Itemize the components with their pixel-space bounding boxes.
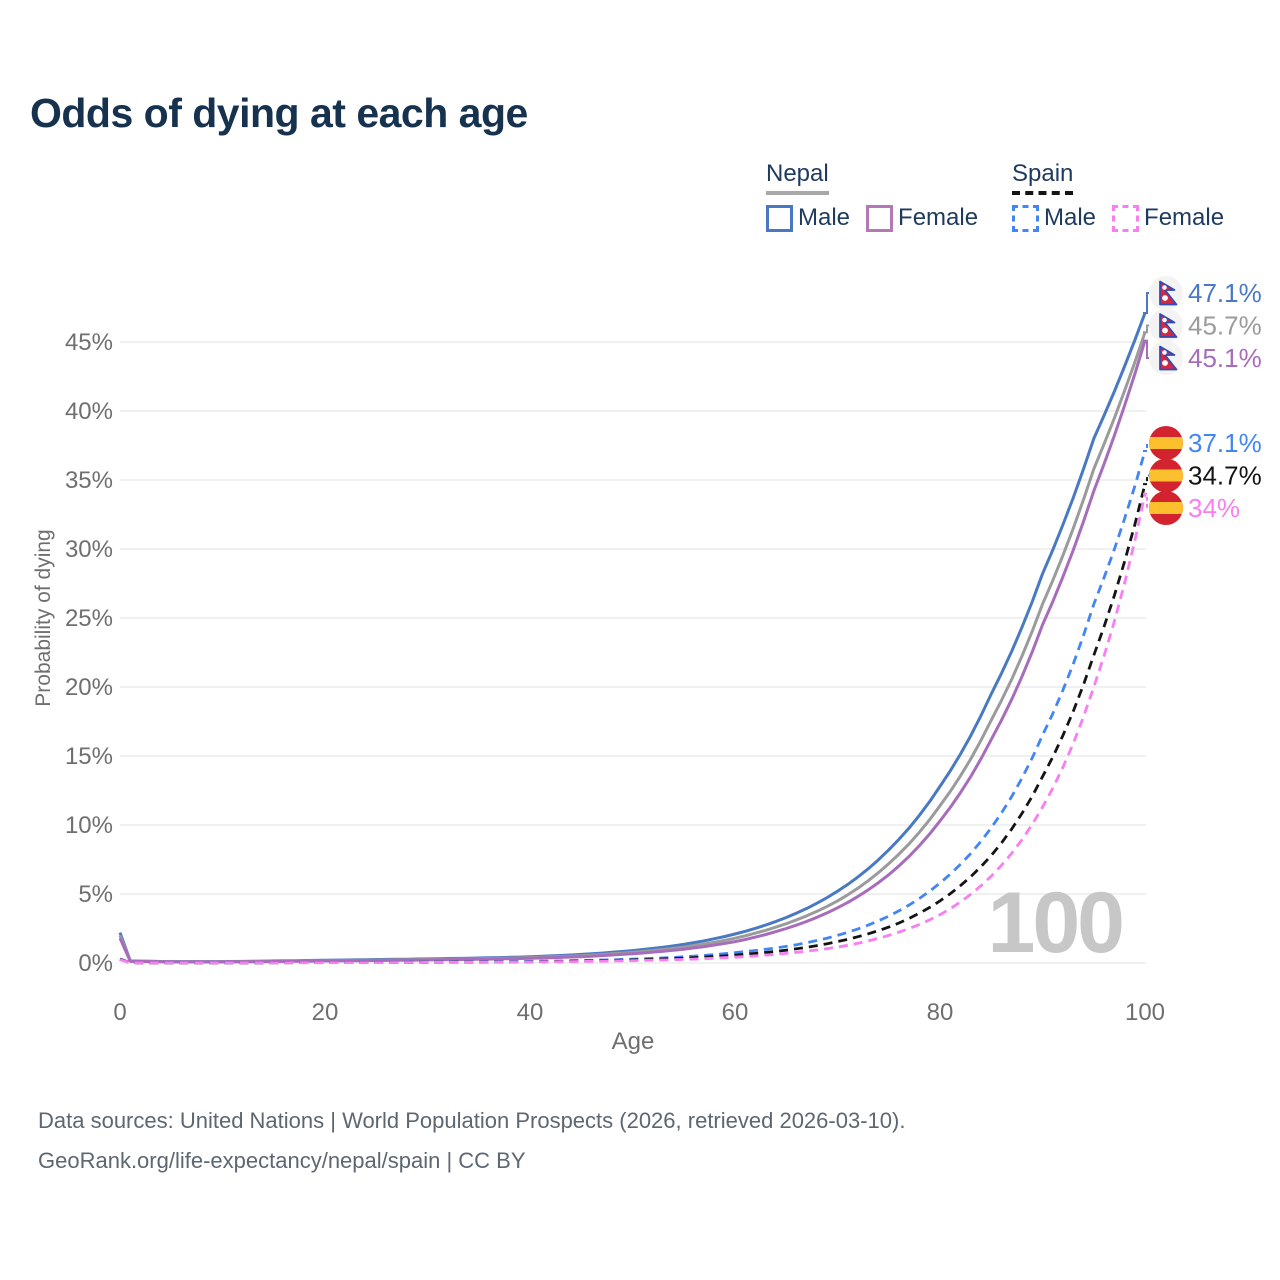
x-tick-label: 100: [1125, 999, 1165, 1026]
end-value-label-nepal-female: 45.1%: [1188, 343, 1262, 373]
spain-flag-icon: [1149, 426, 1183, 460]
series-line-nepal-both[interactable]: [118, 331, 1147, 964]
legend-label-nepal-male[interactable]: Male: [798, 204, 851, 231]
x-tick-label: 40: [517, 999, 544, 1026]
legend-country-nepal: Nepal: [766, 160, 829, 195]
legend-swatch-spain-female[interactable]: [1112, 204, 1140, 232]
y-tick-label: 25%: [65, 605, 113, 632]
nepal-flag-icon: [1149, 276, 1183, 310]
legend-country-spain: Spain: [1012, 160, 1074, 195]
end-value-label-nepal-male: 47.1%: [1188, 278, 1262, 308]
x-tick-label: 80: [927, 999, 954, 1026]
y-tick-label: 40%: [65, 398, 113, 425]
legend-row-nepal: Male Female: [766, 204, 994, 232]
y-tick-label: 15%: [65, 743, 113, 770]
legend-label-spain-female[interactable]: Female: [1144, 204, 1225, 231]
series-line-nepal-female[interactable]: [118, 340, 1147, 964]
end-value-label-spain-both: 34.7%: [1188, 461, 1262, 491]
end-value-label-spain-female: 34%: [1188, 493, 1240, 523]
legend-swatch-spain-male[interactable]: [1012, 204, 1039, 232]
y-tick-label: 10%: [65, 812, 113, 839]
footer-attribution-line: GeoRank.org/life-expectancy/nepal/spain …: [38, 1148, 526, 1173]
footer-source-line: Data sources: United Nations | World Pop…: [38, 1108, 906, 1133]
x-tick-label: 0: [113, 999, 126, 1026]
x-tick-label: 60: [722, 999, 749, 1026]
legend-label-spain-male[interactable]: Male: [1044, 204, 1097, 231]
nepal-flag-icon: [1149, 308, 1183, 343]
legend-row-spain: Male Female: [1012, 204, 1240, 232]
legend-swatch-nepal-male[interactable]: [766, 204, 793, 232]
nepal-flag-icon: [1149, 341, 1183, 375]
x-tick-label: 20: [312, 999, 339, 1026]
series-line-spain-female[interactable]: [119, 493, 1147, 965]
end-value-label-nepal-both: 45.7%: [1188, 311, 1262, 341]
end-label-connector-spain-female: [1143, 492, 1151, 509]
end-value-label-spain-male: 37.1%: [1188, 428, 1262, 458]
legend-label-nepal-female[interactable]: Female: [898, 204, 979, 231]
spain-flag-icon: [1149, 491, 1183, 525]
legend-swatch-nepal-female[interactable]: [866, 204, 894, 232]
page-title: Odds of dying at each age: [30, 90, 528, 136]
x-axis-title: Age: [612, 1028, 655, 1055]
y-tick-label: 35%: [65, 467, 113, 494]
y-tick-label: 5%: [78, 881, 113, 908]
series-line-nepal-male[interactable]: [118, 312, 1147, 964]
y-tick-label: 30%: [65, 536, 113, 563]
y-tick-label: 0%: [78, 950, 113, 977]
hover-age-watermark: 100: [988, 875, 1123, 971]
legend-group-spain: Spain Male Female: [1012, 160, 1240, 232]
spain-flag-icon: [1149, 458, 1183, 493]
y-tick-label: 45%: [65, 329, 113, 356]
y-tick-label: 20%: [65, 674, 113, 701]
legend-group-nepal: Nepal Male Female: [766, 160, 994, 232]
